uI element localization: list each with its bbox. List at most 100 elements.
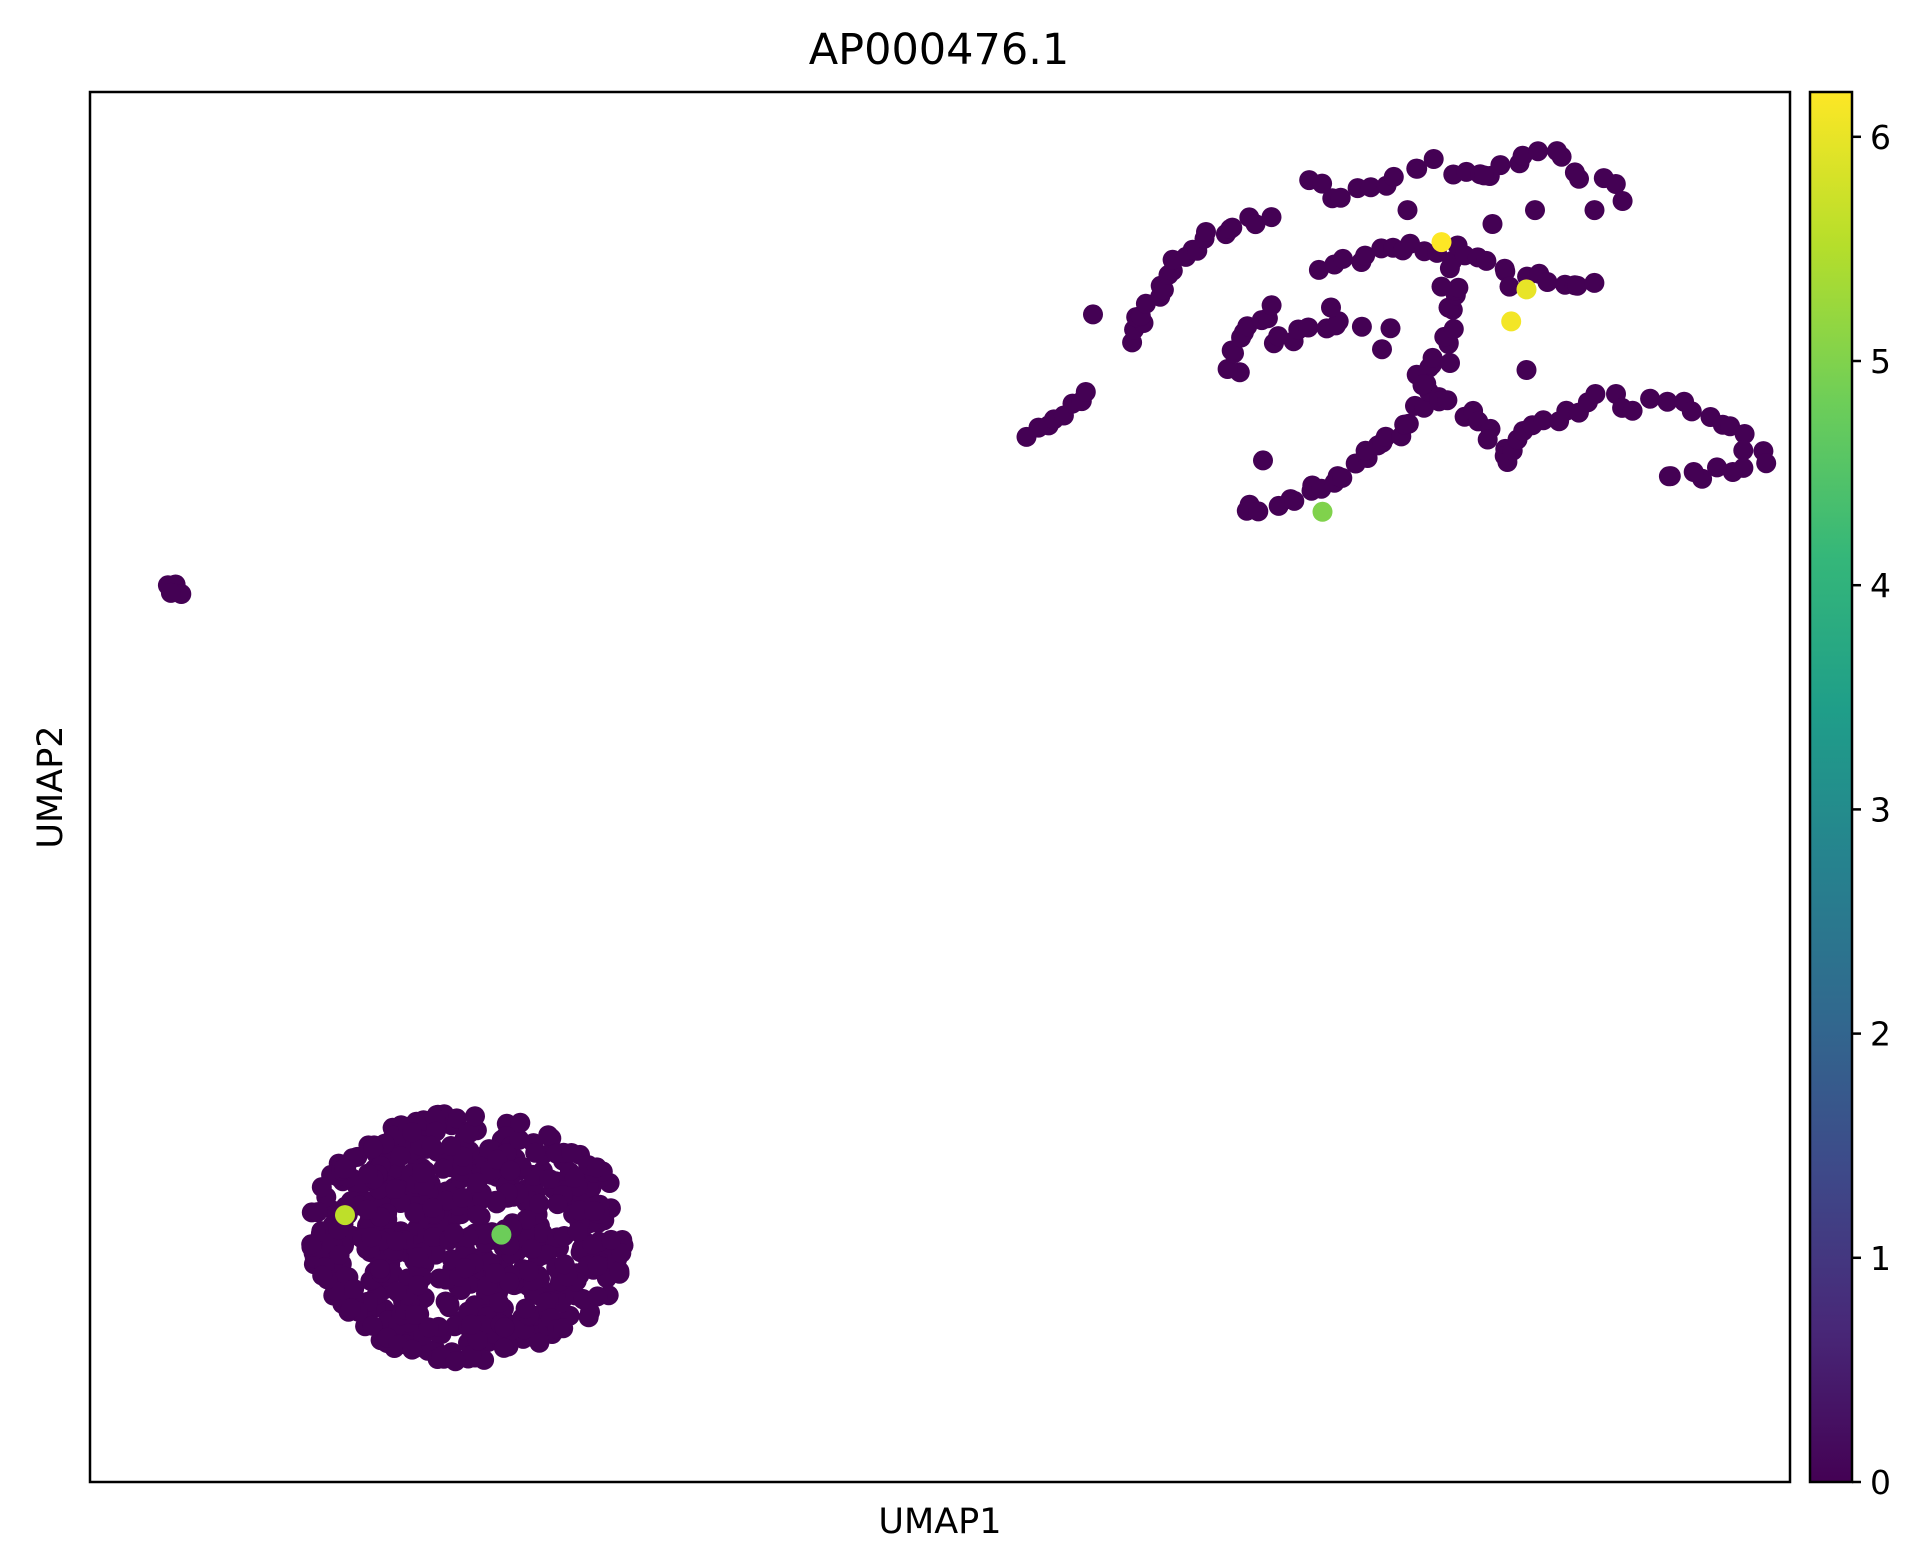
y-axis-label: UMAP2 [31,725,71,848]
data-point [334,1158,355,1179]
data-point [553,1318,574,1339]
highlighted-data-point [335,1205,355,1226]
data-point [1196,222,1216,242]
data-point [515,1298,536,1319]
data-point [1298,317,1319,338]
data-point [1220,219,1241,239]
data-point [1585,384,1606,404]
highlighted-data-point [1516,279,1537,300]
data-point [519,1261,539,1282]
data-point [1312,173,1333,194]
data-point [311,1177,332,1198]
data-point [361,1227,382,1248]
data-point [1683,462,1704,482]
data-point [408,1247,429,1268]
data-point [362,1315,383,1336]
data-point [1658,466,1679,487]
data-point [536,1292,557,1313]
data-point [1380,318,1401,339]
data-point [493,1337,514,1358]
data-point [1268,326,1289,347]
data-point [1414,397,1434,418]
colorbar-tick-label: 4 [1870,566,1891,605]
colorbar-tick-label: 3 [1870,790,1891,829]
data-point [301,1234,322,1255]
data-point [1681,401,1702,422]
data-point [1075,382,1096,402]
data-point [1494,258,1515,279]
data-point [358,1163,378,1184]
data-point [1551,146,1572,167]
data-point [1756,453,1777,474]
data-point [1375,426,1396,447]
data-point [584,1201,605,1221]
data-point [1440,353,1460,373]
data-point [312,1265,333,1286]
highlighted-data-point [1501,311,1522,332]
colorbar-ticks: 0 1 2 3 4 5 6 [1852,118,1891,1502]
data-point [1398,413,1419,434]
data-point [1332,467,1353,488]
data-point [1516,360,1537,380]
data-point [1360,177,1381,198]
data-point [1477,429,1498,450]
data-point [547,1194,568,1215]
data-point [1528,141,1548,162]
data-point [443,1223,464,1244]
data-point [440,1136,461,1156]
data-point [385,1179,406,1199]
data-point [1733,440,1754,461]
data-point [609,1261,630,1282]
data-point [455,1258,476,1279]
data-point [1083,304,1103,325]
data-point [1248,501,1269,522]
data-point [529,1332,550,1353]
data-point [418,1317,439,1338]
data-point [1707,457,1727,478]
data-point [529,1193,550,1214]
data-point [1321,297,1341,318]
data-point [1448,277,1469,298]
data-point [1734,424,1755,444]
data-point [1332,248,1353,269]
data-point [1407,158,1428,179]
data-point [554,1254,575,1275]
data-point [1372,339,1392,360]
data-point [1443,319,1464,339]
colorbar-tick-label: 6 [1870,118,1891,157]
data-point [1722,462,1743,482]
colorbar [1808,90,1854,1484]
data-point [1308,259,1329,280]
data-point [421,1135,442,1156]
data-point [1261,295,1282,316]
data-point [1490,155,1511,176]
data-point [485,1190,506,1211]
highlighted-data-point [1431,232,1452,253]
data-point [404,1202,425,1223]
data-point [489,1292,509,1313]
data-point [329,1244,350,1265]
data-point [1423,149,1444,169]
data-point [422,1197,443,1218]
data-point [564,1167,585,1188]
data-point [433,1158,453,1179]
data-point [1437,390,1458,411]
data-point [467,1330,488,1351]
data-point [1512,145,1533,166]
data-point [1397,200,1418,221]
data-point [340,1298,361,1319]
data-point [1474,165,1494,186]
data-point [412,1162,432,1183]
data-point [465,1106,485,1127]
data-point [567,1221,588,1242]
data-point [1355,245,1376,266]
data-point [1584,200,1605,221]
data-point [1284,490,1305,511]
data-point [405,1304,426,1325]
data-point [1499,276,1520,297]
data-point [1330,187,1351,208]
highlighted-data-point [491,1224,512,1245]
data-point [1537,272,1558,292]
data-point [569,1200,590,1221]
